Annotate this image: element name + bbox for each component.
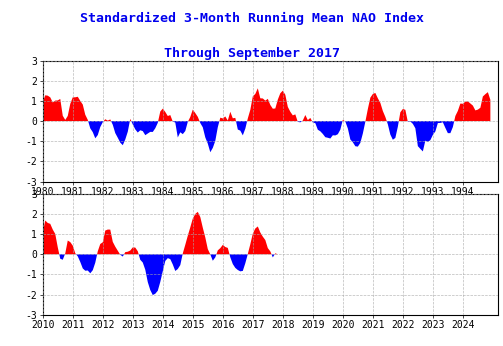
Text: Through September 2017: Through September 2017: [163, 47, 340, 60]
Text: Standardized 3-Month Running Mean NAO Index: Standardized 3-Month Running Mean NAO In…: [79, 12, 424, 25]
